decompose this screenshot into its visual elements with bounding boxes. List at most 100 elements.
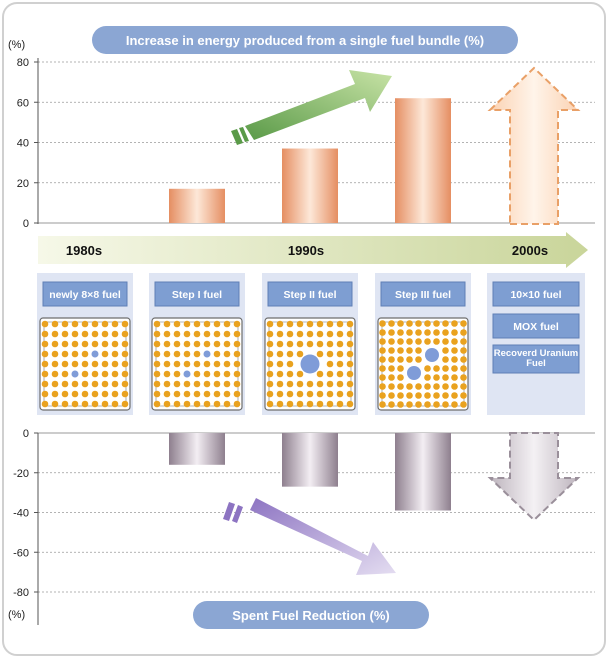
fuel-rod — [415, 338, 422, 345]
fuel-rod — [183, 340, 191, 348]
fuel-rod — [397, 392, 404, 399]
bottom-tick-label: 0 — [23, 428, 29, 440]
fuel-rod — [442, 374, 449, 381]
fuel-rod — [406, 329, 413, 336]
fuel-rod — [223, 360, 231, 368]
timeline-label-2000s: 2000s — [512, 243, 548, 258]
timeline-arrow: 1980s 1990s 2000s — [38, 232, 588, 268]
fuel-rod — [326, 400, 334, 408]
fuel-rod — [51, 340, 59, 348]
fuel-rod — [101, 320, 109, 328]
fuel-rod — [451, 329, 458, 336]
fuel-rod — [451, 392, 458, 399]
timeline-label-1990s: 1990s — [288, 243, 324, 258]
fuel-rod — [223, 380, 231, 388]
fuel-rod — [442, 329, 449, 336]
fuel-rod — [121, 370, 129, 378]
fuel-rod — [379, 392, 386, 399]
label-recovered-uranium-text: Recoverd Uranium Fuel — [493, 348, 579, 369]
fuel-rod — [286, 370, 294, 378]
fuel-rod — [203, 340, 211, 348]
timeline-label-1980s: 1980s — [66, 243, 102, 258]
fuel-rod — [71, 330, 79, 338]
fuel-rod — [424, 329, 431, 336]
fuel-rod — [91, 400, 99, 408]
fuel-rod — [442, 338, 449, 345]
fuel-rod — [193, 390, 201, 398]
fuel-rod — [346, 370, 354, 378]
water-rod — [91, 350, 99, 358]
fuel-rod — [51, 380, 59, 388]
fuel-rod — [203, 400, 211, 408]
fuel-rod — [153, 320, 161, 328]
fuel-rod — [101, 380, 109, 388]
fuel-rod — [153, 400, 161, 408]
fuel-rod — [223, 350, 231, 358]
fuel-rod — [121, 320, 129, 328]
fuel-rod — [276, 340, 284, 348]
fuel-rod — [379, 329, 386, 336]
fuel-rod — [326, 320, 334, 328]
fuel-rod — [163, 390, 171, 398]
fuel-rod — [296, 390, 304, 398]
fuel-rod — [451, 401, 458, 408]
fuel-label-text: newly 8×8 fuel — [49, 289, 121, 301]
fuel-rod — [460, 365, 467, 372]
fuel-rod — [153, 350, 161, 358]
fuel-rod — [213, 400, 221, 408]
increase-trend-arrow — [231, 70, 392, 145]
fuel-rod — [316, 330, 324, 338]
fuel-rod — [101, 340, 109, 348]
fuel-rod — [233, 340, 241, 348]
fuel-rod — [163, 320, 171, 328]
fuel-rod — [81, 370, 89, 378]
fuel-rod — [173, 350, 181, 358]
fuel-rod — [415, 347, 422, 354]
fuel-rod — [336, 380, 344, 388]
fuel-rod — [41, 380, 49, 388]
fuel-rod — [51, 360, 59, 368]
fuel-rod — [41, 340, 49, 348]
fuel-label-text: Step II fuel — [283, 289, 336, 301]
water-rod — [300, 354, 320, 374]
fuel-rod — [379, 365, 386, 372]
fuel-rod — [91, 370, 99, 378]
fuel-rod — [41, 370, 49, 378]
label-recovered-uranium — [492, 344, 580, 374]
fuel-rod — [173, 370, 181, 378]
fuel-rod — [276, 350, 284, 358]
fuel-rod — [233, 390, 241, 398]
fuel-rod — [213, 360, 221, 368]
fuel-rod — [51, 400, 59, 408]
fuel-rod — [424, 365, 431, 372]
fuel-rod — [203, 330, 211, 338]
fuel-rod — [424, 374, 431, 381]
reduction-bar — [282, 433, 338, 487]
fuel-rod — [415, 356, 422, 363]
fuel-rod — [397, 329, 404, 336]
fuel-rod — [460, 320, 467, 327]
fuel-rod — [397, 401, 404, 408]
fuel-rod — [415, 383, 422, 390]
fuel-rod — [71, 340, 79, 348]
fuel-rod — [286, 340, 294, 348]
fuel-rod — [91, 380, 99, 388]
fuel-rod — [433, 329, 440, 336]
fuel-rod — [326, 360, 334, 368]
top-tick-label: 60 — [17, 97, 29, 109]
fuel-rod — [316, 370, 324, 378]
fuel-rod — [451, 374, 458, 381]
bottom-tick-label: -80 — [13, 587, 29, 599]
fuel-rod — [193, 330, 201, 338]
fuel-rod — [51, 370, 59, 378]
top-chart-title: Increase in energy produced from a singl… — [126, 33, 484, 48]
fuel-rod — [286, 360, 294, 368]
fuel-rod — [193, 320, 201, 328]
fuel-rod — [433, 338, 440, 345]
fuel-rod — [306, 380, 314, 388]
water-rod — [71, 370, 79, 378]
fuel-rod — [121, 380, 129, 388]
fuel-rod — [388, 365, 395, 372]
fuel-rod — [388, 374, 395, 381]
